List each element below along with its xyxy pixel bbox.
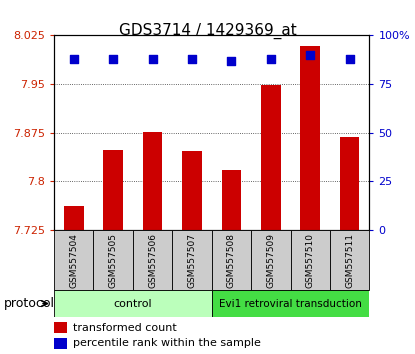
Bar [143, 132, 162, 230]
Point [110, 56, 117, 62]
FancyBboxPatch shape [212, 230, 251, 290]
Point [189, 56, 195, 62]
Point [149, 56, 156, 62]
Bar [182, 151, 202, 230]
Text: GSM557511: GSM557511 [345, 233, 354, 288]
Text: GSM557504: GSM557504 [69, 233, 78, 288]
FancyBboxPatch shape [290, 230, 330, 290]
Bar [103, 150, 123, 230]
Text: GSM557509: GSM557509 [266, 233, 275, 288]
Bar [64, 206, 83, 230]
Text: GSM557507: GSM557507 [188, 233, 196, 288]
Text: GSM557508: GSM557508 [227, 233, 236, 288]
Bar [340, 137, 359, 230]
FancyBboxPatch shape [133, 230, 172, 290]
Text: protocol: protocol [4, 297, 55, 310]
Bar [261, 85, 281, 230]
Text: GSM557510: GSM557510 [306, 233, 315, 288]
Point [307, 52, 314, 58]
Bar [300, 46, 320, 230]
Text: transformed count: transformed count [73, 322, 177, 332]
Text: GSM557505: GSM557505 [109, 233, 117, 288]
Text: percentile rank within the sample: percentile rank within the sample [73, 338, 261, 348]
FancyBboxPatch shape [330, 230, 369, 290]
Bar [222, 170, 241, 230]
Text: GDS3714 / 1429369_at: GDS3714 / 1429369_at [119, 23, 296, 39]
Point [228, 58, 235, 63]
Text: control: control [113, 298, 152, 309]
Bar [54, 322, 66, 333]
FancyBboxPatch shape [54, 290, 212, 317]
Point [347, 56, 353, 62]
Text: GSM557506: GSM557506 [148, 233, 157, 288]
Text: Evi1 retroviral transduction: Evi1 retroviral transduction [219, 298, 362, 309]
FancyBboxPatch shape [212, 290, 369, 317]
Bar [54, 338, 66, 349]
FancyBboxPatch shape [251, 230, 290, 290]
Point [71, 56, 77, 62]
FancyBboxPatch shape [93, 230, 133, 290]
FancyBboxPatch shape [172, 230, 212, 290]
Point [268, 56, 274, 62]
FancyBboxPatch shape [54, 230, 93, 290]
